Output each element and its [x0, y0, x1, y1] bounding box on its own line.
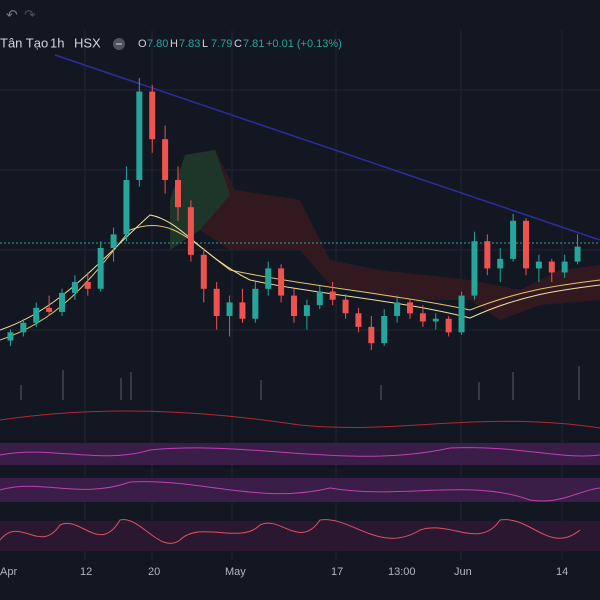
volume	[20, 366, 580, 400]
x-tick-label: 17	[331, 566, 343, 578]
cloud-green	[170, 150, 230, 250]
candle-body	[497, 258, 504, 269]
cci-band	[0, 478, 600, 502]
candle-body	[329, 291, 336, 300]
x-tick-label: Apr	[0, 566, 17, 578]
candle-body	[20, 322, 27, 333]
candle-body	[381, 316, 388, 344]
x-tick-label: Jun	[454, 566, 472, 578]
candle-body	[484, 241, 491, 269]
undo-icon[interactable]: ↶	[6, 7, 18, 23]
candle-body	[97, 248, 104, 289]
x-tick-label: May	[225, 566, 246, 578]
candle-body	[523, 220, 529, 269]
candle-body	[548, 261, 555, 273]
candle-body	[368, 326, 375, 344]
candle-body	[291, 295, 297, 316]
candles	[7, 78, 581, 350]
candle-body	[175, 180, 181, 208]
ohlc-key: L	[202, 38, 208, 50]
trend-line	[54, 54, 600, 241]
candle-body	[561, 261, 568, 273]
candle-body	[407, 302, 413, 314]
candle-body	[419, 313, 426, 322]
rsi-line	[0, 447, 600, 457]
candle-body	[136, 91, 143, 180]
interval[interactable]: 1h	[50, 35, 64, 50]
ohlc-value: 7.80	[147, 38, 168, 50]
candle-body	[445, 318, 452, 333]
candle-body	[33, 307, 40, 323]
ohlc-value: 7.79	[211, 38, 232, 50]
candle-body	[59, 292, 65, 312]
candle-body	[162, 139, 169, 180]
x-tick-label: 14	[556, 566, 568, 578]
x-tick-label: 13:00	[388, 566, 416, 578]
candle-body	[316, 291, 323, 306]
ohlc: O 7.80 H 7.83 L 7.79 C 7.81	[138, 38, 264, 50]
x-tick-label: 20	[148, 566, 160, 578]
candle-body	[303, 305, 310, 316]
candle-body	[149, 91, 156, 140]
exchange: HSX	[74, 35, 101, 50]
stoch-band	[0, 521, 600, 551]
candle-body	[252, 288, 259, 319]
candle-body	[187, 207, 194, 255]
candle-body	[200, 254, 207, 289]
symbol: Tân Tạo	[0, 35, 48, 50]
candle-body	[71, 282, 78, 293]
candle-body	[110, 234, 117, 248]
candle-body	[46, 307, 53, 312]
candle-body	[394, 302, 401, 316]
candle-body	[471, 241, 478, 296]
candle-body	[574, 246, 581, 262]
candle-body	[213, 288, 220, 316]
x-axis: Apr 12 20 May 17 13:00 Jun 14	[0, 566, 568, 578]
candle-body	[226, 302, 233, 316]
candle-body	[278, 268, 285, 296]
ohlc-key: H	[170, 38, 178, 50]
redo-icon[interactable]: ↷	[24, 7, 36, 23]
cci-line	[0, 481, 600, 502]
ma-line	[0, 225, 600, 341]
candle-body	[342, 299, 349, 314]
candle-body	[7, 332, 14, 341]
ohlc-value: 7.81	[243, 38, 264, 50]
candle-body	[265, 268, 272, 289]
change: +0.01 (+0.13%)	[266, 38, 342, 50]
candle-body	[432, 318, 439, 322]
candle-body	[355, 313, 362, 327]
ohlc-key: O	[138, 38, 147, 50]
x-tick-label: 12	[80, 566, 92, 578]
rsi-band	[0, 443, 600, 465]
stoch-line	[0, 519, 581, 544]
candle-body	[84, 282, 91, 289]
candle-body	[458, 295, 465, 333]
candle-body	[123, 180, 130, 235]
candle-body	[510, 220, 517, 259]
legend-header: Tân Tạo 1h HSX O 7.80 H 7.83 L 7.79 C 7.81 +0.0…	[0, 35, 342, 50]
candle-body	[239, 302, 246, 319]
candle-body	[535, 261, 542, 269]
ohlc-value: 7.83	[179, 38, 200, 50]
ohlc-key: C	[234, 38, 242, 50]
indicator-line	[0, 410, 600, 429]
